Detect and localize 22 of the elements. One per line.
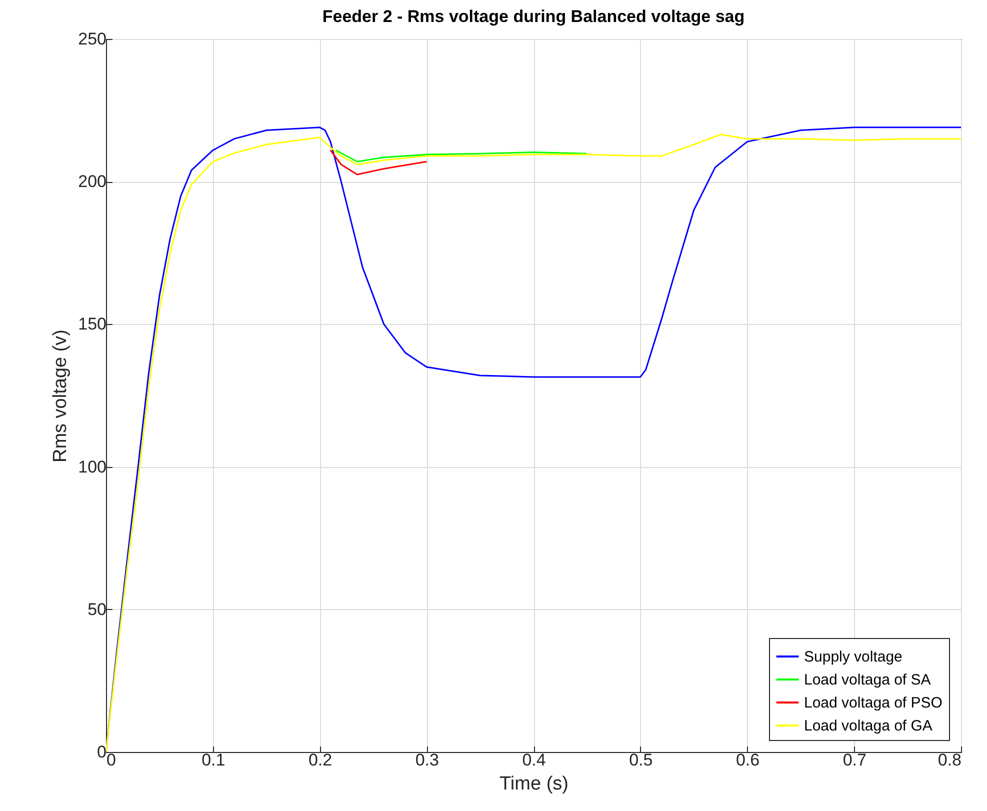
chart-title: Feeder 2 - Rms voltage during Balanced voltage sag — [322, 7, 745, 26]
y-axis-title: Rms voltage (v) — [50, 329, 72, 463]
x-tick-label: 0.4 — [522, 750, 546, 770]
x-tick-label: 0.1 — [202, 750, 226, 770]
legend-label: Load voltaga of GA — [804, 718, 932, 734]
line-series — [335, 149, 588, 162]
x-axis-title: Time (s) — [500, 774, 568, 794]
x-tick-label: 0.2 — [308, 750, 332, 770]
legend-label: Load voltaga of PSO — [804, 694, 942, 712]
y-tick-label: 50 — [88, 600, 106, 619]
y-tick-label: 100 — [78, 457, 106, 476]
legend-label: Load voltaga of SA — [804, 672, 931, 688]
x-tick-label: 0.7 — [842, 750, 866, 770]
line-series — [330, 149, 428, 176]
x-tick-label: 0.3 — [415, 750, 439, 770]
y-tick-label: 200 — [78, 172, 106, 192]
y-tick-label: 250 — [78, 30, 106, 48]
legend-label: Supply voltage — [804, 648, 902, 666]
x-tick-label: 0.8 — [938, 750, 962, 770]
x-tick-label: 0.6 — [736, 750, 760, 770]
x-tick-label: 0.5 — [629, 750, 653, 770]
y-tick-label: 150 — [78, 314, 106, 334]
